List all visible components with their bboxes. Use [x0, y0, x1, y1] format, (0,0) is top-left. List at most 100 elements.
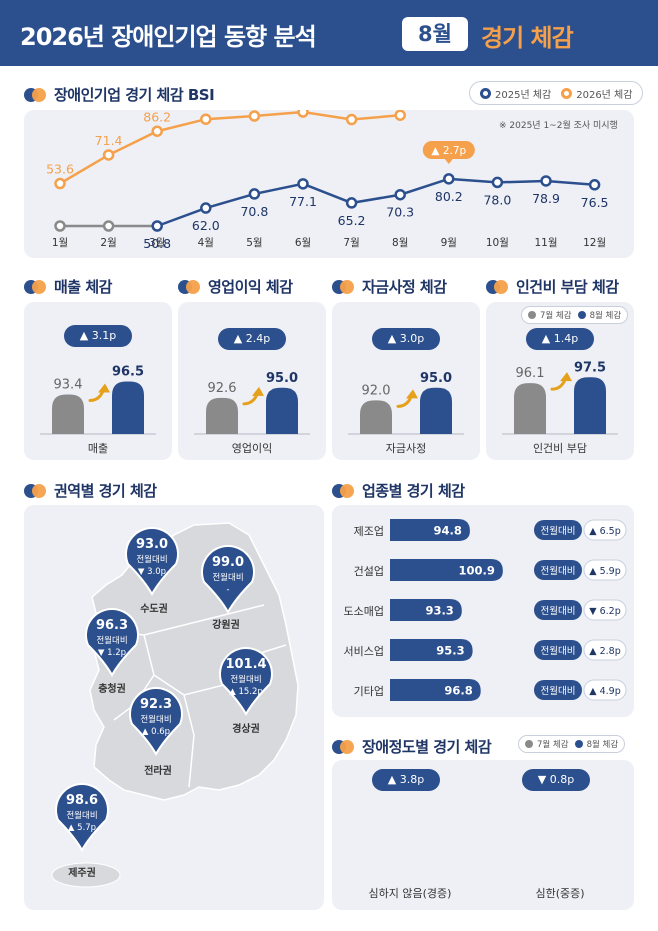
series-2025-point [491, 176, 504, 189]
series-2025-value-label: 65.2 [338, 213, 366, 228]
section-dots-icon [332, 483, 356, 498]
x-tick-label: 8월 [392, 237, 408, 249]
mild-axis-label: 심하지 않음(경증) [368, 887, 452, 900]
bar-aug [112, 381, 144, 434]
series-2025-value-label: 70.3 [386, 205, 414, 220]
bar-value-label: 95.0 [266, 371, 298, 386]
industry-section-title: 업종별 경기 체감 [332, 480, 465, 501]
bar-aug [420, 387, 452, 434]
region-pin-marker [201, 545, 255, 615]
page-title: 2026년 장애인기업 동향 분석 [20, 23, 317, 51]
region-pin-diff: ▼ 3.0p [138, 567, 166, 577]
gray-dot-icon [525, 740, 533, 748]
finance-axis-label: 자금사정 [385, 442, 427, 455]
industry-diff-value: ▲ 4.9p [589, 686, 620, 697]
industry-bar [390, 599, 462, 621]
series-2025-point [540, 175, 552, 187]
series-2026-value-label: 71.4 [95, 133, 123, 148]
increase-arrow-icon-head [406, 389, 418, 399]
series-2026-point [151, 125, 163, 137]
series-2025-point [297, 178, 309, 190]
profit-section-title: 영업이익 체감 [178, 276, 293, 297]
series-2026-line [59, 110, 401, 185]
region-pin-diff: ▼ 1.2p [98, 648, 126, 658]
section-dots-icon [332, 739, 356, 754]
series-2025-point [394, 188, 406, 201]
region-pin-diff-label: 전월대비 [230, 674, 261, 685]
legend-aug-label: 8월 체감 [589, 311, 622, 321]
sales-title-text: 매출 체감 [54, 278, 112, 296]
mild-diff-badge: ▲ 3.8p [372, 769, 440, 791]
industry-bar-chart: 제조업 94.8 전월대비 ▲ 6.5p 건설업 100.9 전월대비 ▲ 5.9p 도소매업 9… [344, 519, 627, 701]
series-2026-point [54, 177, 66, 190]
industry-name-label: 서비스업 [344, 645, 384, 658]
region-pin-value: 98.6 [66, 793, 98, 808]
series-2025-value-label: 78.0 [483, 192, 511, 207]
industry-diff-label: 전월대비 [541, 605, 576, 617]
navy-dot-icon [574, 740, 583, 748]
labor-axis-label: 인건비 부담 [532, 442, 588, 455]
section-dots-icon [24, 483, 48, 498]
region-pin-marker [219, 647, 273, 717]
region-pin-diff-label: 전월대비 [96, 635, 127, 646]
series-2026-point [102, 149, 115, 161]
bsi-legend: 2025년 체감 2026년 체감 [469, 81, 644, 105]
bar-value-label: 96.5 [112, 365, 144, 380]
jeju-island-shape [51, 862, 121, 888]
bsi-title-text: 장애인기업 경기 체감 BSI [54, 86, 215, 104]
bsi-line-chart: 1월 2월 3월 4월 5월 6월 7월 8월 9월 10월 11월 12월 50.8 62.0 70.8 7… [46, 110, 609, 251]
profit-diff-badge: ▲ 2.4p [218, 328, 286, 350]
ring-navy-icon [480, 87, 491, 99]
region-title-text: 권역별 경기 체감 [54, 482, 157, 500]
region-boundary-lines [103, 604, 287, 788]
bsi-note: ※ 2025년 1~2월 조사 미시행 [499, 121, 618, 131]
region-pin-marker [85, 608, 139, 678]
industry-bar [390, 519, 470, 541]
industry-name-label: 도소매업 [344, 605, 384, 618]
series-2025-value-label: 78.9 [532, 191, 560, 206]
section-dots-icon [178, 279, 202, 294]
region-name-label: 전라권 [144, 764, 172, 777]
series-2025-missing-point [54, 220, 66, 232]
series-2025-value-label: 70.8 [240, 204, 268, 219]
series-2025-point [588, 179, 601, 191]
x-tick-label: 5월 [246, 237, 262, 249]
series-2026-point [297, 110, 309, 118]
x-tick-label: 3월 [149, 237, 165, 249]
section-dots-icon [486, 279, 510, 294]
industry-name-label: 제조업 [354, 525, 384, 538]
gray-dot-icon [528, 311, 536, 319]
severe-axis-label: 심한(중증) [535, 887, 585, 900]
labor-legend: 7월 체감 8월 체감 [521, 306, 629, 324]
industry-diff-bg [583, 559, 627, 581]
region-pin-value: 96.3 [96, 618, 128, 633]
industry-title-text: 업종별 경기 체감 [362, 482, 465, 500]
region-pin-diff: - [226, 585, 229, 595]
region-pin-value: 99.0 [212, 555, 244, 570]
ring-orange-icon [561, 87, 573, 99]
x-tick-label: 4월 [198, 237, 214, 249]
region-pin-diff-label: 전월대비 [66, 810, 97, 821]
increase-arrow-icon-head [252, 386, 264, 396]
region-pin-diff: ▲ 15.2p [229, 687, 263, 697]
industry-diff-bg [583, 679, 627, 701]
region-name-label: 수도권 [140, 603, 168, 615]
region-pin-value: 101.4 [225, 657, 266, 672]
increase-arrow-icon-head [560, 372, 572, 382]
industry-bar-value: 100.9 [458, 564, 494, 578]
legend-jul-label: 7월 체감 [537, 740, 569, 750]
bar-aug [266, 387, 298, 434]
region-pin-value: 93.0 [136, 537, 168, 552]
series-2025-value-label: 76.5 [581, 195, 609, 210]
bsi-panel [24, 110, 634, 258]
region-pin-diff-label: 전월대비 [136, 554, 167, 565]
industry-name-label: 건설업 [354, 565, 384, 578]
labor-diff-badge: ▲ 1.4p [526, 328, 594, 350]
bar-value-label: 93.4 [54, 378, 83, 393]
region-pin-value: 92.3 [140, 697, 172, 712]
finance-diff-badge: ▲ 3.0p [372, 328, 440, 350]
bar-jul [514, 383, 546, 434]
x-tick-label: 11월 [534, 237, 557, 249]
industry-diff-value: ▲ 2.8p [589, 646, 620, 657]
bar-value-label: 92.6 [208, 381, 237, 396]
